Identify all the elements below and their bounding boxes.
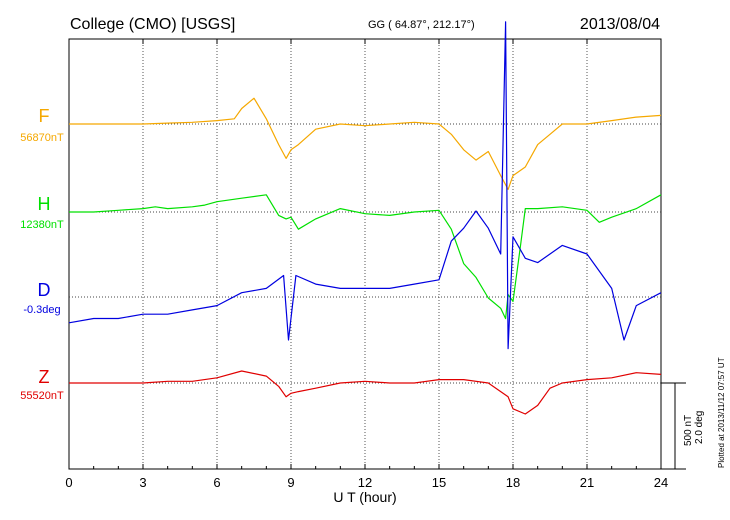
series-name-h: H (38, 194, 51, 214)
series-baseline-value-d: -0.3deg (23, 304, 60, 316)
x-tick-label: 18 (506, 475, 520, 490)
plotted-timestamp: Plotted at 2013/11/12 07:57 UT (717, 357, 726, 468)
scale-deg-label: 2.0 deg (694, 411, 705, 444)
plot-frame (68, 38, 662, 470)
grid-layer (142, 39, 588, 469)
scale-bar: 500 nT 2.0 deg (661, 382, 705, 470)
series-baseline-value-f: 56870nT (20, 132, 64, 144)
x-tick-label: 12 (358, 475, 372, 490)
series-name-d: D (38, 280, 51, 300)
scale-nt-label: 500 nT (683, 415, 694, 446)
series-name-z: Z (39, 367, 50, 387)
station-title: College (CMO) [USGS] (70, 16, 235, 33)
x-tick-label: 0 (65, 475, 72, 490)
x-axis-label: U T (hour) (333, 489, 396, 505)
series-layer (68, 21, 662, 415)
x-tick-label: 6 (213, 475, 220, 490)
coords-label: GG ( 64.87°, 212.17°) (368, 19, 475, 31)
x-tick-label: 15 (432, 475, 446, 490)
x-tick-label: 24 (654, 475, 668, 490)
series-line-d (68, 21, 662, 350)
x-tick-label: 21 (580, 475, 594, 490)
x-tick-label: 3 (139, 475, 146, 490)
x-axis: 0 3 6 9 12 15 18 21 24 (65, 39, 668, 490)
series-labels: F 56870nT H 12380nT D -0.3deg Z 55520nT (20, 106, 64, 402)
series-line-h (69, 194, 662, 320)
x-tick-label: 9 (287, 475, 294, 490)
series-line-f (69, 97, 662, 190)
series-baseline-value-h: 12380nT (20, 219, 64, 231)
date-label: 2013/08/04 (580, 16, 660, 33)
series-line-z (69, 370, 662, 415)
series-name-f: F (39, 106, 50, 126)
series-baseline-value-z: 55520nT (20, 390, 64, 402)
